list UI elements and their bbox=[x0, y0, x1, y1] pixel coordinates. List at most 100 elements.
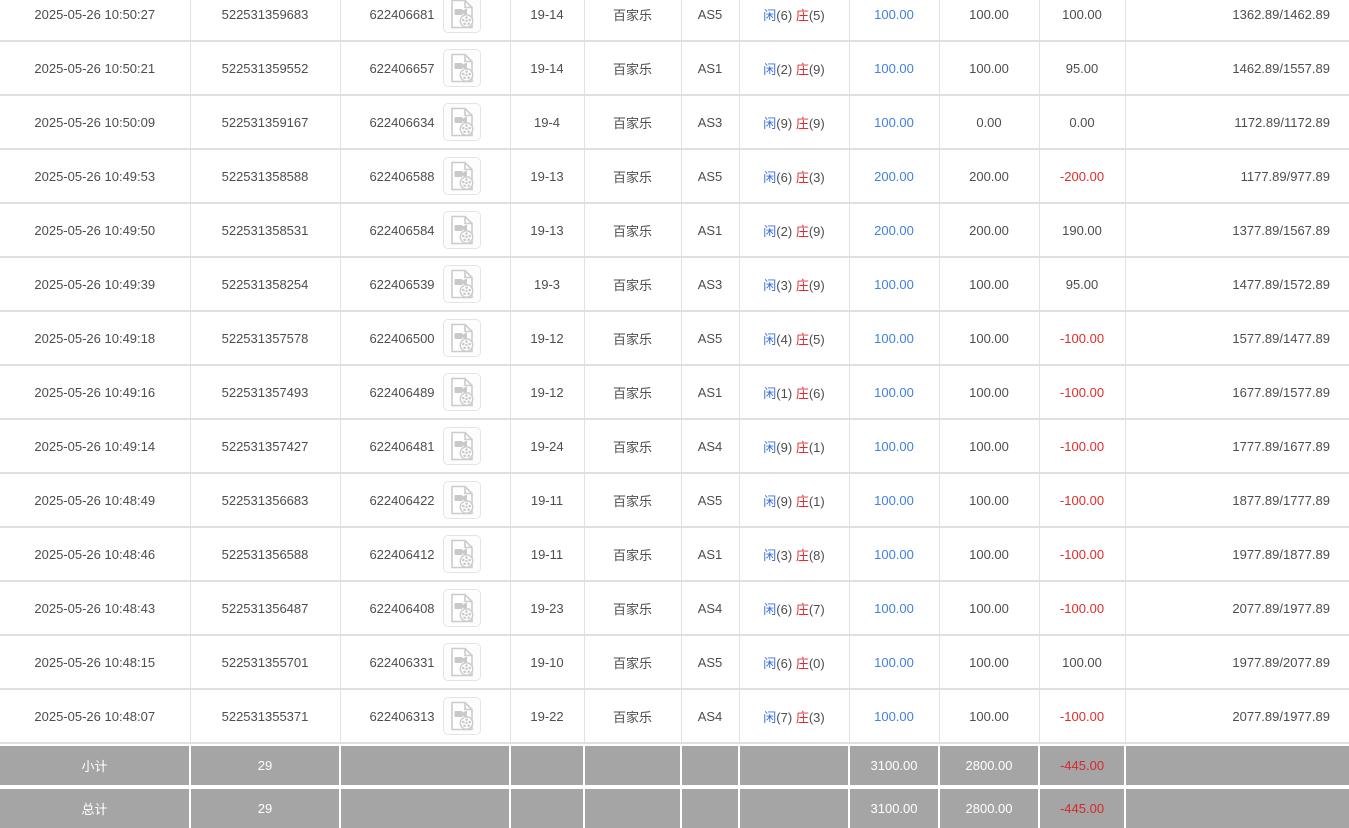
video-replay-button[interactable] bbox=[442, 0, 481, 33]
cell-round: 19-14 bbox=[510, 41, 585, 96]
video-file-icon bbox=[450, 593, 473, 623]
video-replay-button[interactable] bbox=[442, 643, 481, 681]
cell-valid-amount: 0.00 bbox=[939, 95, 1040, 150]
player-result-value: (1) bbox=[776, 385, 793, 401]
banker-result-label: 庄 bbox=[795, 7, 809, 23]
video-replay-button[interactable] bbox=[442, 589, 481, 627]
cell-table-code: AS3 bbox=[681, 95, 740, 150]
cell-result: 闲(6) 庄(3) bbox=[739, 149, 850, 204]
player-result-value: (9) bbox=[776, 439, 793, 455]
cell-bet-id: 522531358588 bbox=[190, 149, 341, 204]
cell-bet-amount[interactable]: 100.00 bbox=[849, 527, 940, 582]
banker-result-label: 庄 bbox=[795, 61, 809, 77]
cell-balance: 1577.89/1477.89 bbox=[1125, 311, 1349, 366]
player-result-value: (2) bbox=[776, 223, 793, 239]
video-replay-button[interactable] bbox=[442, 319, 481, 357]
video-file-icon bbox=[450, 485, 473, 515]
game-id-text: 622406588 bbox=[369, 168, 435, 184]
banker-result-value: (1) bbox=[808, 493, 825, 509]
banker-result-value: (9) bbox=[808, 277, 825, 293]
subtotal-empty-cell bbox=[509, 746, 584, 787]
cell-result: 闲(2) 庄(9) bbox=[739, 203, 850, 258]
banker-result-value: (0) bbox=[808, 655, 825, 671]
player-result-value: (4) bbox=[776, 331, 793, 347]
banker-result-value: (9) bbox=[808, 223, 825, 239]
cell-table-code: AS5 bbox=[681, 473, 740, 528]
video-replay-button[interactable] bbox=[442, 157, 481, 195]
cell-win-loss: -100.00 bbox=[1039, 311, 1126, 366]
cell-bet-amount[interactable]: 100.00 bbox=[849, 365, 940, 420]
total-bet-amount: 3100.00 bbox=[848, 785, 939, 828]
video-replay-button[interactable] bbox=[442, 373, 481, 411]
cell-round: 19-11 bbox=[510, 473, 585, 528]
video-replay-button[interactable] bbox=[442, 535, 481, 573]
table-row: 2025-05-26 10:50:27 522531359683 6224066… bbox=[0, 0, 1349, 42]
player-result-label: 闲 bbox=[763, 115, 777, 131]
total-empty-cell bbox=[680, 785, 739, 828]
video-replay-button[interactable] bbox=[442, 697, 481, 735]
video-file-icon bbox=[450, 215, 473, 245]
cell-bet-time: 2025-05-26 10:49:16 bbox=[0, 365, 191, 420]
total-empty-cell bbox=[583, 785, 681, 828]
table-row: 2025-05-26 10:49:50 522531358531 6224065… bbox=[0, 203, 1349, 258]
cell-bet-amount[interactable]: 100.00 bbox=[849, 311, 940, 366]
cell-bet-amount[interactable]: 100.00 bbox=[849, 419, 940, 474]
video-replay-button[interactable] bbox=[442, 481, 481, 519]
game-id-text: 622406539 bbox=[369, 276, 435, 292]
cell-round: 19-24 bbox=[510, 419, 585, 474]
cell-bet-amount[interactable]: 100.00 bbox=[849, 257, 940, 312]
cell-bet-amount[interactable]: 200.00 bbox=[849, 149, 940, 204]
cell-result: 闲(3) 庄(9) bbox=[739, 257, 850, 312]
video-file-icon bbox=[450, 161, 473, 191]
cell-bet-amount[interactable]: 100.00 bbox=[849, 689, 940, 744]
cell-round: 19-4 bbox=[510, 95, 585, 150]
cell-round: 19-14 bbox=[510, 0, 585, 42]
cell-bet-amount[interactable]: 100.00 bbox=[849, 635, 940, 690]
video-replay-button[interactable] bbox=[442, 211, 481, 249]
table-row: 2025-05-26 10:49:18 522531357578 6224065… bbox=[0, 311, 1349, 366]
banker-result-label: 庄 bbox=[795, 709, 809, 725]
player-result-value: (6) bbox=[776, 7, 793, 23]
bet-history-table: 2025-05-26 10:50:27 522531359683 6224066… bbox=[0, 0, 1349, 744]
summary-table: 小计 29 3100.00 2800.00 -445.00 总计 29 bbox=[0, 746, 1349, 828]
video-replay-button[interactable] bbox=[442, 103, 481, 141]
player-result-value: (6) bbox=[776, 601, 793, 617]
cell-table-code: AS1 bbox=[681, 41, 740, 96]
video-replay-button[interactable] bbox=[442, 427, 481, 465]
total-count: 29 bbox=[189, 785, 340, 828]
cell-balance: 1877.89/1777.89 bbox=[1125, 473, 1349, 528]
game-id-text: 622406481 bbox=[369, 438, 435, 454]
banker-result-label: 庄 bbox=[795, 169, 809, 185]
cell-bet-time: 2025-05-26 10:50:21 bbox=[0, 41, 191, 96]
subtotal-win-loss: -445.00 bbox=[1038, 746, 1125, 787]
subtotal-balance bbox=[1124, 746, 1349, 787]
cell-bet-time: 2025-05-26 10:48:15 bbox=[0, 635, 191, 690]
cell-bet-id: 522531358531 bbox=[190, 203, 341, 258]
cell-bet-amount[interactable]: 100.00 bbox=[849, 0, 940, 42]
banker-result-value: (5) bbox=[808, 7, 825, 23]
video-replay-button[interactable] bbox=[442, 265, 481, 303]
banker-result-label: 庄 bbox=[795, 223, 809, 239]
cell-win-loss: -100.00 bbox=[1039, 365, 1126, 420]
cell-result: 闲(9) 庄(1) bbox=[739, 419, 850, 474]
cell-bet-amount[interactable]: 100.00 bbox=[849, 95, 940, 150]
video-replay-button[interactable] bbox=[442, 49, 481, 87]
cell-bet-amount[interactable]: 100.00 bbox=[849, 41, 940, 96]
subtotal-count: 29 bbox=[189, 746, 340, 787]
cell-round: 19-22 bbox=[510, 689, 585, 744]
cell-bet-amount[interactable]: 100.00 bbox=[849, 473, 940, 528]
cell-bet-time: 2025-05-26 10:49:39 bbox=[0, 257, 191, 312]
cell-bet-amount[interactable]: 200.00 bbox=[849, 203, 940, 258]
banker-result-value: (1) bbox=[808, 439, 825, 455]
player-result-label: 闲 bbox=[763, 709, 777, 725]
cell-table-code: AS1 bbox=[681, 527, 740, 582]
cell-win-loss: -100.00 bbox=[1039, 581, 1126, 636]
player-result-label: 闲 bbox=[763, 7, 777, 23]
player-result-label: 闲 bbox=[763, 601, 777, 617]
cell-bet-time: 2025-05-26 10:49:14 bbox=[0, 419, 191, 474]
cell-bet-amount[interactable]: 100.00 bbox=[849, 581, 940, 636]
cell-balance: 1677.89/1577.89 bbox=[1125, 365, 1349, 420]
cell-balance: 2077.89/1977.89 bbox=[1125, 689, 1349, 744]
video-file-icon bbox=[450, 107, 473, 137]
